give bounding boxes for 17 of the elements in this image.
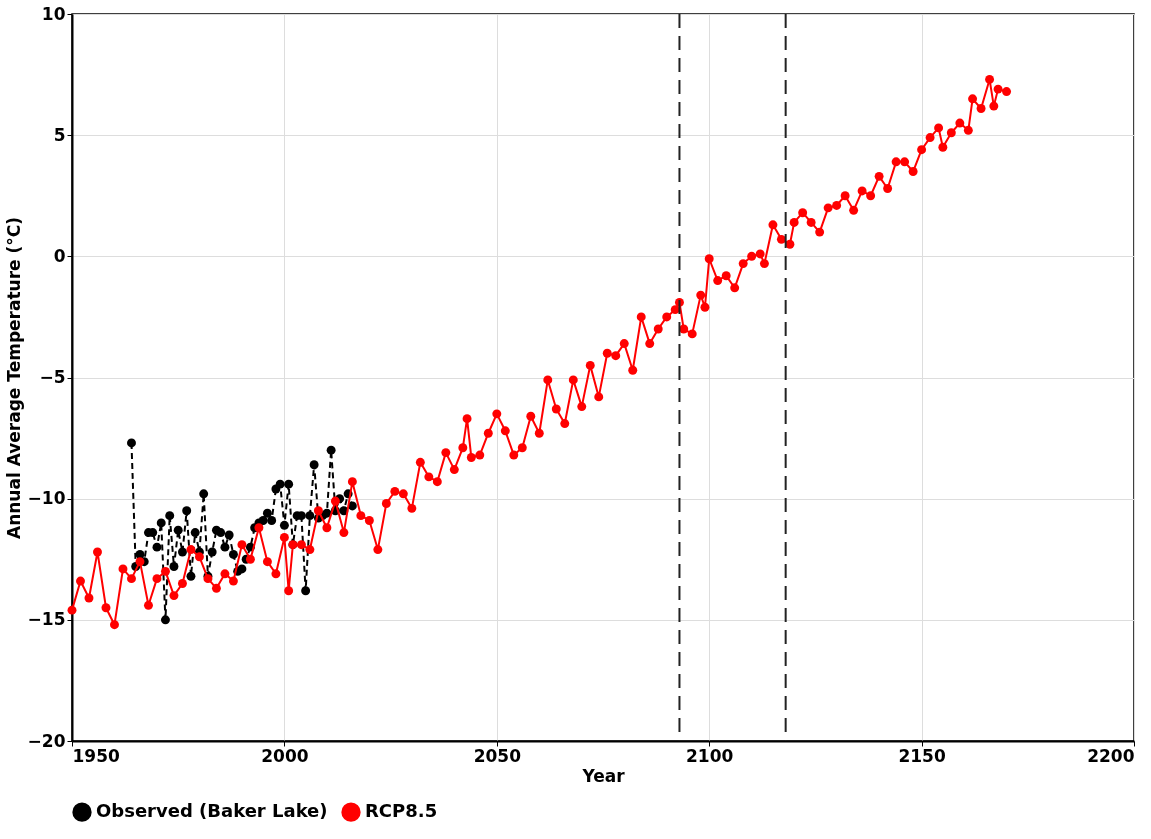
x-tick-label: 2100: [686, 745, 734, 766]
y-tick-label: 0: [53, 245, 66, 266]
y-axis-title: Annual Average Temperature (°C): [3, 216, 24, 540]
x-tick-label: 2000: [261, 745, 309, 766]
x-tick-label: 1950: [72, 745, 120, 766]
y-tick-label: 5: [53, 124, 66, 145]
x-tick-label: 2200: [1087, 745, 1135, 766]
y-tick-label: −5: [39, 367, 66, 387]
y-tick-label: −15: [27, 609, 66, 630]
y-tick-label: −10: [27, 488, 66, 509]
legend-label: Observed (Baker Lake): [96, 800, 328, 822]
y-tick-label: −20: [27, 730, 66, 751]
x-tick-label: 2150: [898, 745, 946, 766]
legend-label: RCP8.5: [365, 800, 438, 822]
x-tick-label: 2050: [473, 745, 522, 766]
y-tick-label: 10: [41, 3, 66, 24]
x-axis-title: Year: [581, 765, 626, 786]
